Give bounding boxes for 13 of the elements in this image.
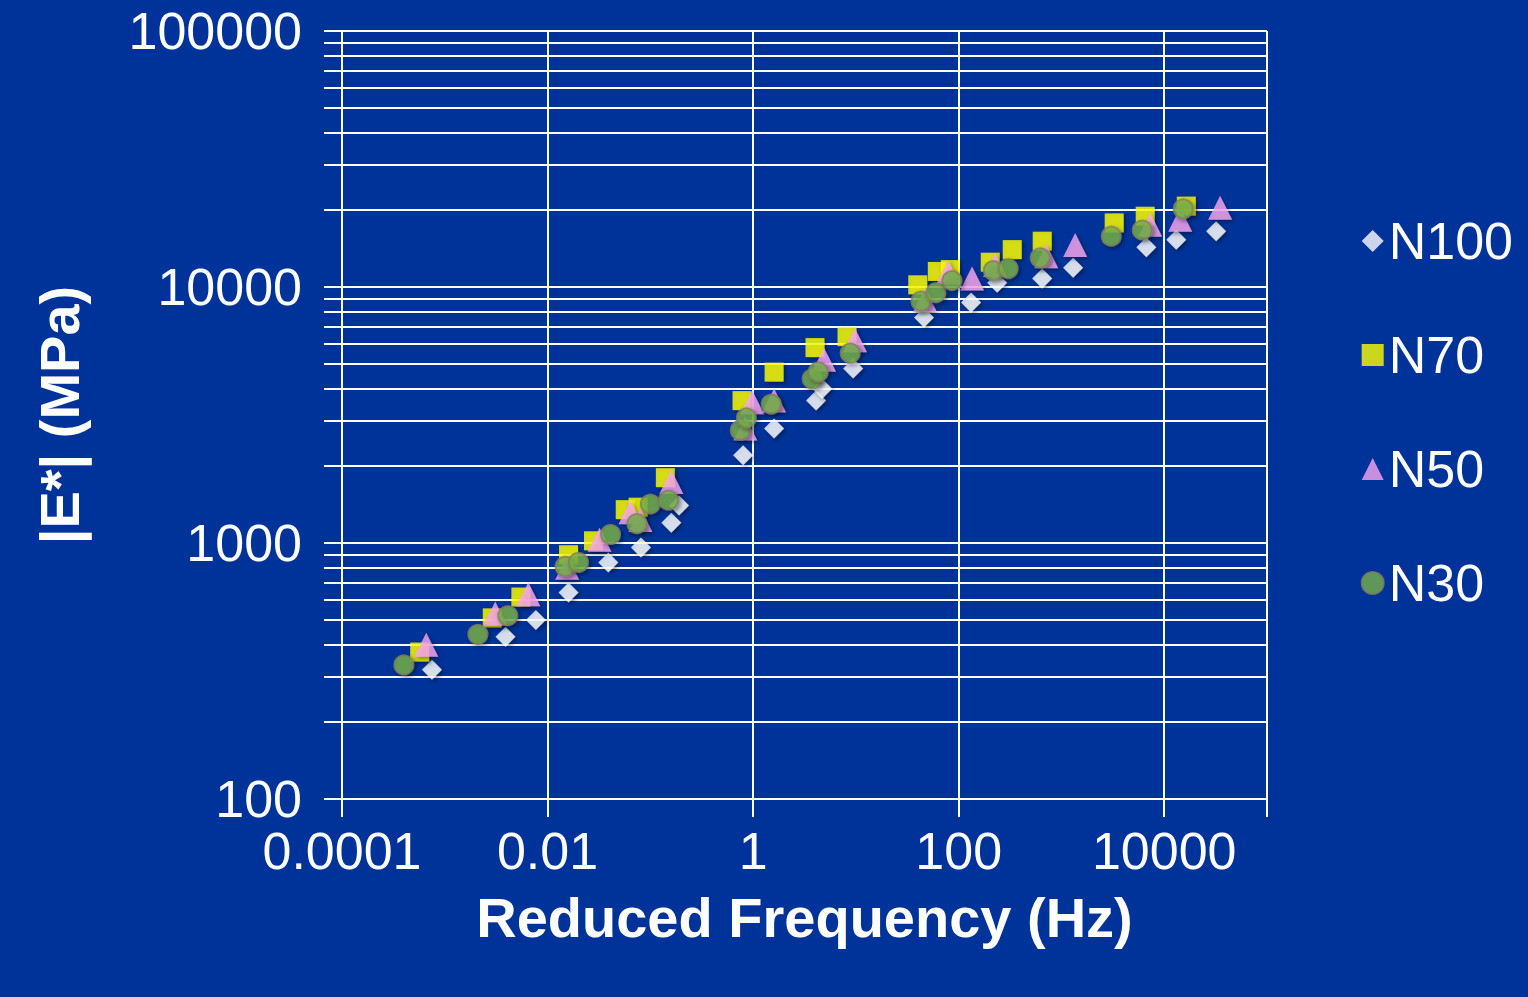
y-tick-label: 10000 (157, 258, 302, 316)
x-tick-label: 1 (738, 822, 768, 880)
y-tick-label: 100000 (128, 2, 302, 60)
x-tick-label: 0.01 (496, 822, 599, 880)
x-axis-title: Reduced Frequency (Hz) (476, 885, 1133, 949)
legend-label: N30 (1388, 554, 1485, 612)
legend-label: N70 (1388, 326, 1485, 384)
x-tick-label: 10000 (1091, 822, 1237, 880)
y-tick-label: 1000 (186, 514, 302, 572)
legend-label: N50 (1388, 440, 1485, 498)
x-tick-label: 100 (915, 822, 1003, 880)
y-axis-title: |E*| (MPa) (27, 285, 92, 545)
legend-label: N100 (1388, 212, 1513, 270)
